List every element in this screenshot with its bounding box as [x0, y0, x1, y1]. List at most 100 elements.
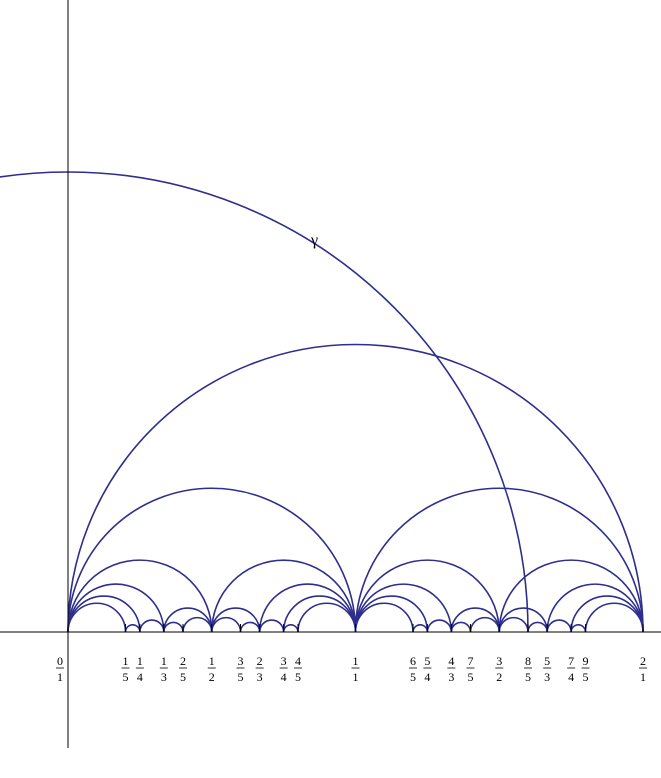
- farey-arc-17: [163, 621, 184, 633]
- fraction-denominator: 3: [257, 670, 263, 684]
- fraction-denominator: 5: [295, 670, 301, 684]
- farey-arc-25: [450, 621, 472, 633]
- fraction-denominator: 2: [209, 670, 215, 684]
- fraction-denominator: 5: [410, 670, 416, 684]
- fraction-label: 75: [466, 654, 475, 684]
- fraction-denominator: 2: [496, 670, 502, 684]
- fraction-numerator: 9: [583, 654, 589, 668]
- farey-arc-1: [67, 487, 357, 633]
- fraction-denominator: 4: [568, 670, 574, 684]
- fraction-numerator: 6: [410, 654, 416, 668]
- fraction-denominator: 5: [468, 670, 474, 684]
- fraction-denominator: 3: [544, 670, 550, 684]
- fraction-label: 11: [351, 654, 360, 684]
- farey-arc-33: [282, 624, 299, 633]
- farey-arc-14: [546, 583, 644, 633]
- farey-arc-27: [498, 616, 529, 633]
- fraction-numerator: 7: [568, 654, 574, 668]
- farey-arc-29: [546, 619, 572, 633]
- fraction-labels: 0115141325123523344511655443753285537495…: [56, 654, 647, 684]
- fraction-numerator: 1: [353, 654, 359, 668]
- fraction-numerator: 7: [468, 654, 474, 668]
- fraction-denominator: 5: [525, 670, 531, 684]
- fraction-label: 45: [294, 654, 302, 684]
- fraction-denominator: 5: [583, 670, 589, 684]
- fraction-numerator: 1: [209, 654, 215, 668]
- farey-arc-37: [570, 624, 587, 633]
- farey-arc-0: [67, 343, 644, 633]
- fraction-numerator: 2: [257, 654, 263, 668]
- fraction-numerator: 1: [123, 654, 129, 668]
- farey-arc-2: [354, 487, 644, 633]
- farey-arc-10: [258, 583, 357, 633]
- fraction-denominator: 3: [161, 670, 167, 684]
- fraction-label: 25: [179, 654, 187, 684]
- fraction-denominator: 5: [180, 670, 186, 684]
- farey-arc-3: [67, 559, 213, 633]
- farey-arc-7: [67, 583, 165, 633]
- fraction-denominator: 4: [424, 670, 430, 684]
- fraction-denominator: 5: [238, 670, 244, 684]
- fraction-numerator: 3: [281, 654, 287, 668]
- farey-arc-26: [469, 616, 501, 633]
- farey-arc-18: [182, 616, 213, 633]
- farey-arc-20: [239, 621, 261, 633]
- farey-arc-32: [124, 624, 141, 633]
- fraction-numerator: 0: [57, 654, 63, 668]
- fraction-numerator: 1: [137, 654, 143, 668]
- fraction-label: 01: [56, 654, 64, 684]
- fraction-label: 23: [255, 654, 264, 684]
- farey-arc-4: [210, 559, 357, 633]
- farey-arc-8: [163, 607, 213, 633]
- fraction-label: 35: [236, 654, 245, 684]
- farey-arc-34: [297, 602, 357, 633]
- fraction-label: 15: [121, 654, 130, 684]
- farey-arc-13: [498, 607, 548, 633]
- farey-arc-16: [139, 619, 165, 633]
- gamma-label: γ: [310, 232, 318, 249]
- fraction-numerator: 4: [448, 654, 454, 668]
- farey-arc-24: [426, 619, 453, 633]
- farey-arc-35: [354, 602, 414, 633]
- fraction-label: 85: [524, 654, 532, 684]
- fraction-numerator: 2: [640, 654, 646, 668]
- fraction-label: 54: [423, 654, 432, 684]
- fraction-denominator: 1: [57, 670, 63, 684]
- fraction-label: 12: [207, 654, 216, 684]
- fraction-numerator: 3: [496, 654, 502, 668]
- fraction-numerator: 5: [544, 654, 550, 668]
- fraction-numerator: 8: [525, 654, 531, 668]
- arcs-layer: [0, 171, 644, 633]
- fraction-numerator: 5: [424, 654, 430, 668]
- farey-arc-12: [450, 607, 501, 633]
- fraction-numerator: 2: [180, 654, 186, 668]
- fraction-label: 32: [495, 654, 504, 684]
- fraction-denominator: 3: [448, 670, 454, 684]
- farey-arc-9: [210, 607, 261, 633]
- fraction-denominator: 1: [353, 670, 359, 684]
- fraction-label: 34: [279, 654, 288, 684]
- fraction-label: 13: [159, 654, 168, 684]
- fraction-label: 21: [639, 654, 647, 684]
- fraction-denominator: 4: [281, 670, 287, 684]
- fraction-label: 53: [543, 654, 552, 684]
- farey-arc-21: [258, 619, 285, 633]
- fraction-denominator: 1: [640, 670, 646, 684]
- farey-arc-31: [67, 602, 127, 633]
- fraction-denominator: 5: [123, 670, 129, 684]
- fraction-label: 65: [409, 654, 417, 684]
- fraction-denominator: 4: [137, 670, 143, 684]
- fraction-numerator: 3: [238, 654, 244, 668]
- farey-arc-36: [412, 624, 429, 633]
- farey-arc-19: [210, 616, 242, 633]
- ticks-layer: [125, 624, 644, 632]
- fraction-numerator: 1: [161, 654, 167, 668]
- fraction-numerator: 4: [295, 654, 301, 668]
- fraction-label: 14: [135, 654, 144, 684]
- farey-arc-5: [354, 559, 501, 633]
- farey-arc-28: [527, 621, 548, 633]
- farey-arc-6: [498, 559, 644, 633]
- fraction-label: 43: [447, 654, 456, 684]
- fraction-label: 95: [581, 654, 590, 684]
